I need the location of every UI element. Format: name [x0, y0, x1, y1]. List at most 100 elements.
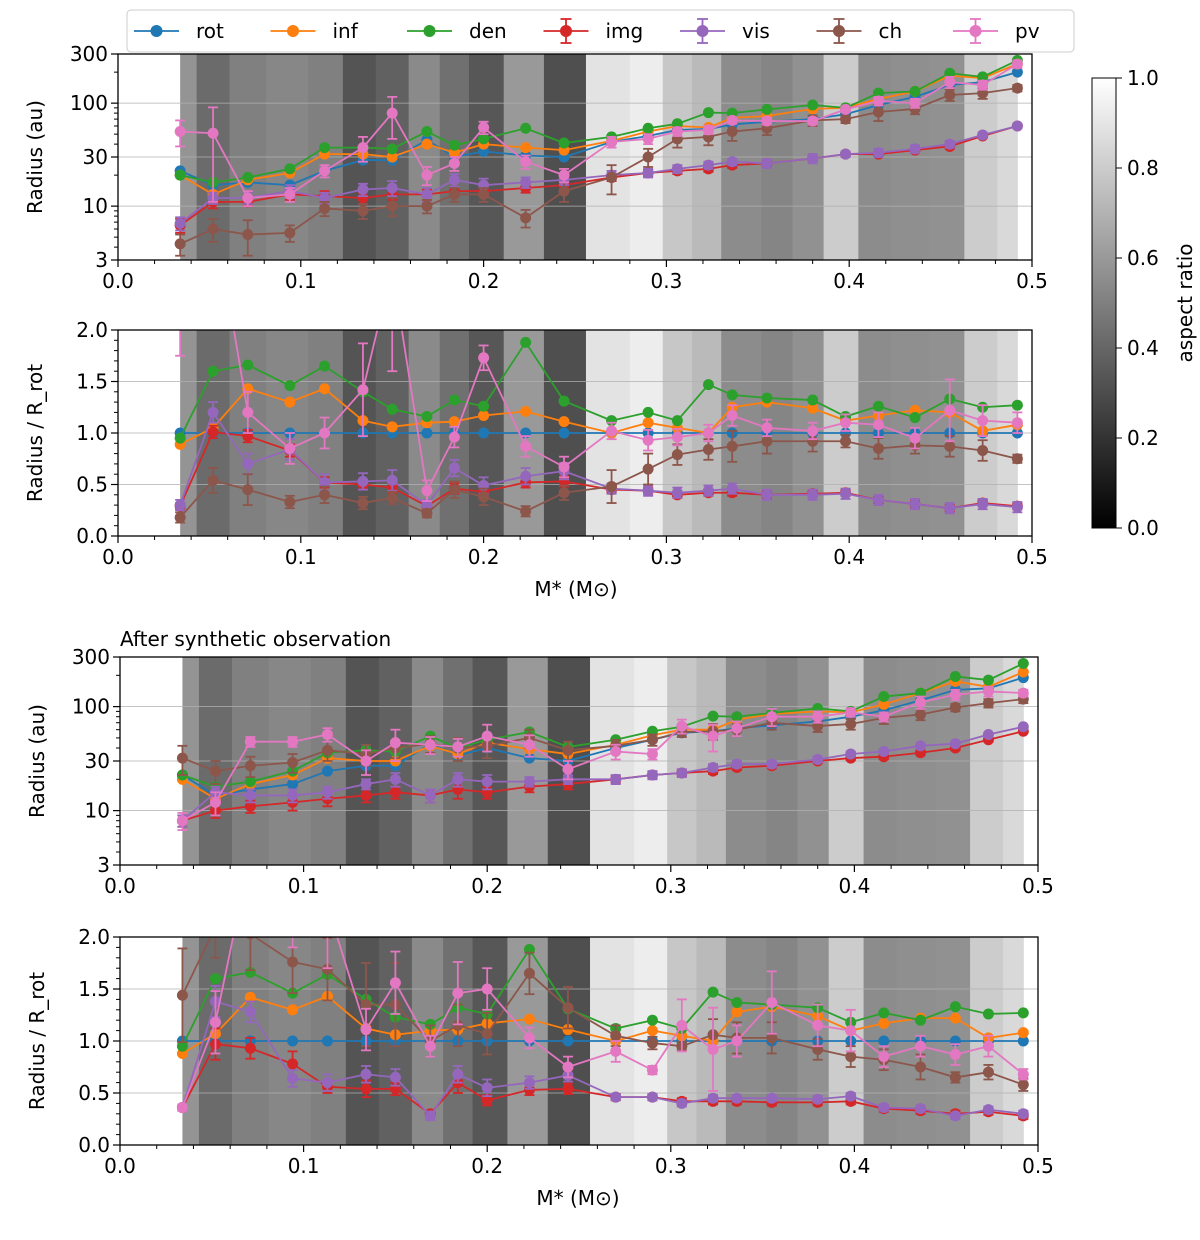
x-tick-label: 0.0 — [102, 545, 134, 569]
colorbar-tick-label: 0.8 — [1127, 156, 1159, 180]
data-point-vis — [386, 182, 398, 194]
y-axis-label: Radius (au) — [25, 704, 49, 818]
data-point-pv — [807, 425, 819, 437]
data-point-den — [761, 103, 773, 115]
data-point-vis — [949, 1110, 961, 1122]
data-point-img — [360, 1083, 372, 1095]
data-point-ch — [242, 484, 254, 496]
data-point-ch — [872, 106, 884, 118]
data-point-pv — [558, 461, 570, 473]
data-point-pv — [766, 997, 778, 1009]
data-point-pv — [909, 432, 921, 444]
data-point-ch — [982, 1066, 994, 1078]
data-point-pv — [840, 417, 852, 429]
data-point-ch — [321, 744, 333, 756]
data-point-pv — [731, 1035, 743, 1047]
legend-marker-img — [560, 25, 572, 37]
data-point-ch — [448, 484, 460, 496]
data-point-pv — [646, 1064, 658, 1076]
data-point-ch — [287, 956, 299, 968]
data-point-ch — [386, 200, 398, 212]
data-point-vis — [520, 470, 532, 482]
data-point-ch — [520, 505, 532, 517]
data-point-den — [244, 776, 256, 788]
data-point-vis — [731, 758, 743, 770]
data-point-pv — [360, 1024, 372, 1036]
data-point-ch — [207, 223, 219, 235]
data-point-pv — [982, 1040, 994, 1052]
x-tick-label: 0.3 — [650, 545, 682, 569]
data-point-ch — [357, 497, 369, 509]
data-point-pv — [389, 977, 401, 989]
data-point-den — [872, 400, 884, 412]
x-tick-label: 0.5 — [1022, 1154, 1054, 1178]
data-point-pv — [766, 711, 778, 723]
data-point-den — [386, 403, 398, 415]
data-point-ch — [646, 734, 658, 746]
data-point-pv — [840, 103, 852, 115]
data-point-ch — [944, 440, 956, 452]
data-point-ch — [761, 435, 773, 447]
data-point-vis — [840, 488, 852, 500]
data-point-vis — [452, 773, 464, 785]
data-point-vis — [424, 1110, 436, 1122]
data-point-inf — [731, 1006, 743, 1018]
data-point-pv — [357, 142, 369, 154]
data-point-pv — [707, 1043, 719, 1055]
data-point-vis — [287, 789, 299, 801]
data-point-ch — [606, 481, 618, 493]
x-tick-label: 0.1 — [285, 269, 317, 293]
data-point-inf — [386, 151, 398, 163]
data-point-pv — [478, 122, 490, 134]
data-point-rot — [562, 1035, 574, 1047]
data-point-pv — [812, 711, 824, 723]
data-point-ch — [1011, 453, 1023, 465]
data-point-den — [448, 139, 460, 151]
data-point-inf — [1017, 666, 1029, 678]
data-point-pv — [176, 1102, 188, 1114]
data-point-inf — [558, 416, 570, 428]
data-point-rot — [878, 1035, 890, 1047]
colorbar-gradient — [1091, 77, 1117, 529]
series-group — [176, 657, 1029, 831]
x-tick-label: 0.4 — [833, 545, 865, 569]
data-point-pv — [424, 739, 436, 751]
data-point-ch — [244, 760, 256, 772]
data-point-den — [284, 163, 296, 175]
data-point-ch — [642, 463, 654, 475]
data-point-pv — [1011, 417, 1023, 429]
data-point-pv — [606, 136, 618, 148]
data-point-vis — [321, 786, 333, 798]
data-point-inf — [287, 1004, 299, 1016]
y-tick-label: 30 — [85, 749, 110, 773]
data-point-pv — [642, 133, 654, 145]
data-point-vis — [977, 498, 989, 510]
y-tick-label: 0.5 — [78, 1081, 110, 1105]
data-point-pv — [448, 157, 460, 169]
data-point-ch — [481, 1028, 493, 1040]
data-point-pv — [944, 404, 956, 416]
data-point-den — [707, 986, 719, 998]
data-point-ch — [766, 1032, 778, 1044]
data-point-vis — [520, 176, 532, 188]
data-point-den — [448, 394, 460, 406]
data-point-inf — [1017, 1027, 1029, 1039]
legend-label-den: den — [469, 19, 507, 43]
data-point-pv — [949, 1049, 961, 1061]
data-point-pv — [319, 165, 331, 177]
data-point-vis — [909, 143, 921, 155]
data-point-pv — [387, 263, 398, 274]
data-point-den — [478, 400, 490, 412]
data-point-vis — [646, 1091, 658, 1103]
data-point-pv — [671, 126, 683, 138]
x-axis-label-top: M* (M⊙) — [534, 577, 617, 601]
data-point-vis — [421, 188, 433, 200]
legend-item-ch: ch — [816, 18, 902, 44]
data-point-vis — [761, 157, 773, 169]
data-point-ch — [642, 151, 654, 163]
data-point-vis — [610, 1091, 622, 1103]
colorbar-tick-label: 1.0 — [1127, 66, 1159, 90]
data-point-ch — [558, 487, 570, 499]
data-point-ch — [646, 1037, 658, 1049]
